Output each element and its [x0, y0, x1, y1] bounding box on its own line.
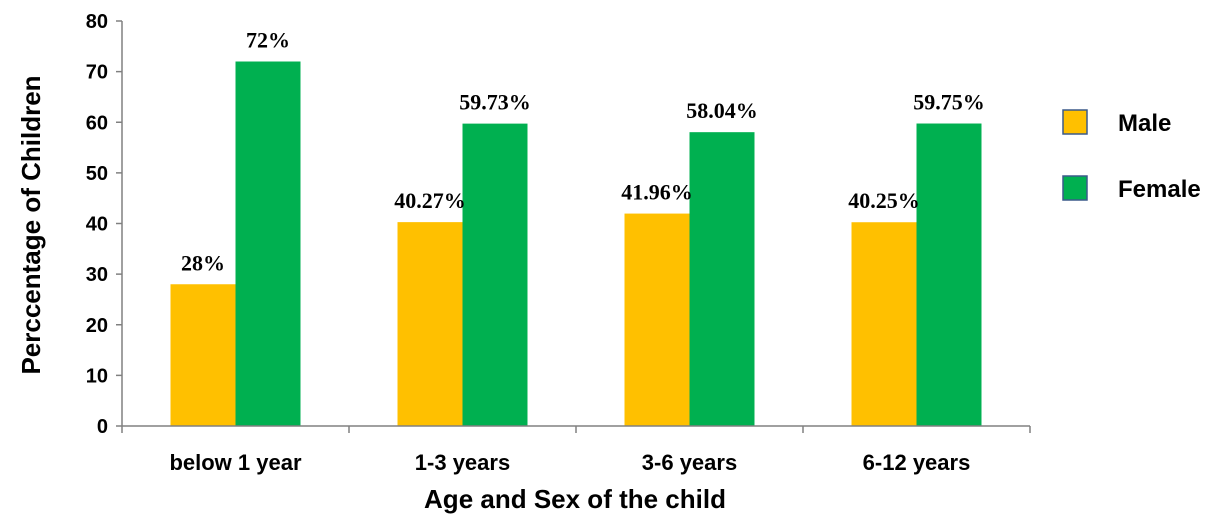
y-axis-ticks: 0 10 20 30 40 50 60 70 80 — [86, 11, 122, 438]
x-tick-label: 1-3 years — [415, 450, 510, 475]
bar-male-2 — [397, 222, 463, 426]
x-tick-label: 6-12 years — [863, 450, 971, 475]
legend-label-male: Male — [1118, 110, 1171, 137]
x-axis-title: Age and Sex of the child — [424, 484, 726, 514]
data-label-male-2: 40.27% — [394, 188, 466, 213]
x-axis-ticks: below 1 year 1-3 years 3-6 years 6-12 years — [121, 426, 1031, 475]
bar-male-3 — [624, 213, 690, 426]
legend: Male Female — [1062, 109, 1201, 203]
legend-swatch-female — [1062, 175, 1088, 201]
data-labels: 28% 40.27% 41.96% 40.25% 72% 59.73% 58.04% 59.7… — [181, 28, 985, 276]
legend-swatch-male — [1062, 109, 1088, 135]
bar-female-3 — [689, 132, 755, 427]
y-tick-label: 40 — [86, 214, 108, 236]
y-tick-label: 80 — [86, 11, 108, 33]
data-label-male-4: 40.25% — [848, 188, 920, 213]
y-tick-label: 60 — [86, 112, 108, 134]
legend-label-female: Female — [1118, 176, 1201, 203]
x-tick-label: below 1 year — [169, 450, 302, 475]
y-tick-label: 10 — [86, 365, 108, 387]
data-label-male-3: 41.96% — [621, 180, 693, 205]
data-label-female-2: 59.73% — [459, 90, 531, 115]
x-tick-label: 3-6 years — [642, 450, 737, 475]
bar-female-1 — [235, 61, 301, 426]
bar-male-4 — [851, 222, 917, 426]
y-tick-label: 0 — [97, 416, 108, 438]
y-tick-label: 30 — [86, 264, 108, 286]
bar-female-4 — [916, 123, 982, 426]
data-label-female-1: 72% — [246, 28, 290, 53]
data-label-female-3: 58.04% — [686, 98, 758, 123]
bar-male-1 — [170, 284, 236, 426]
y-tick-label: 50 — [86, 163, 108, 185]
y-tick-label: 70 — [86, 62, 108, 84]
data-label-female-4: 59.75% — [913, 90, 985, 115]
y-axis-title: Perccentage of Children — [16, 75, 46, 374]
bar-female-2 — [462, 123, 528, 426]
data-label-male-1: 28% — [181, 250, 225, 275]
bars — [170, 61, 982, 427]
y-tick-label: 20 — [86, 315, 108, 337]
